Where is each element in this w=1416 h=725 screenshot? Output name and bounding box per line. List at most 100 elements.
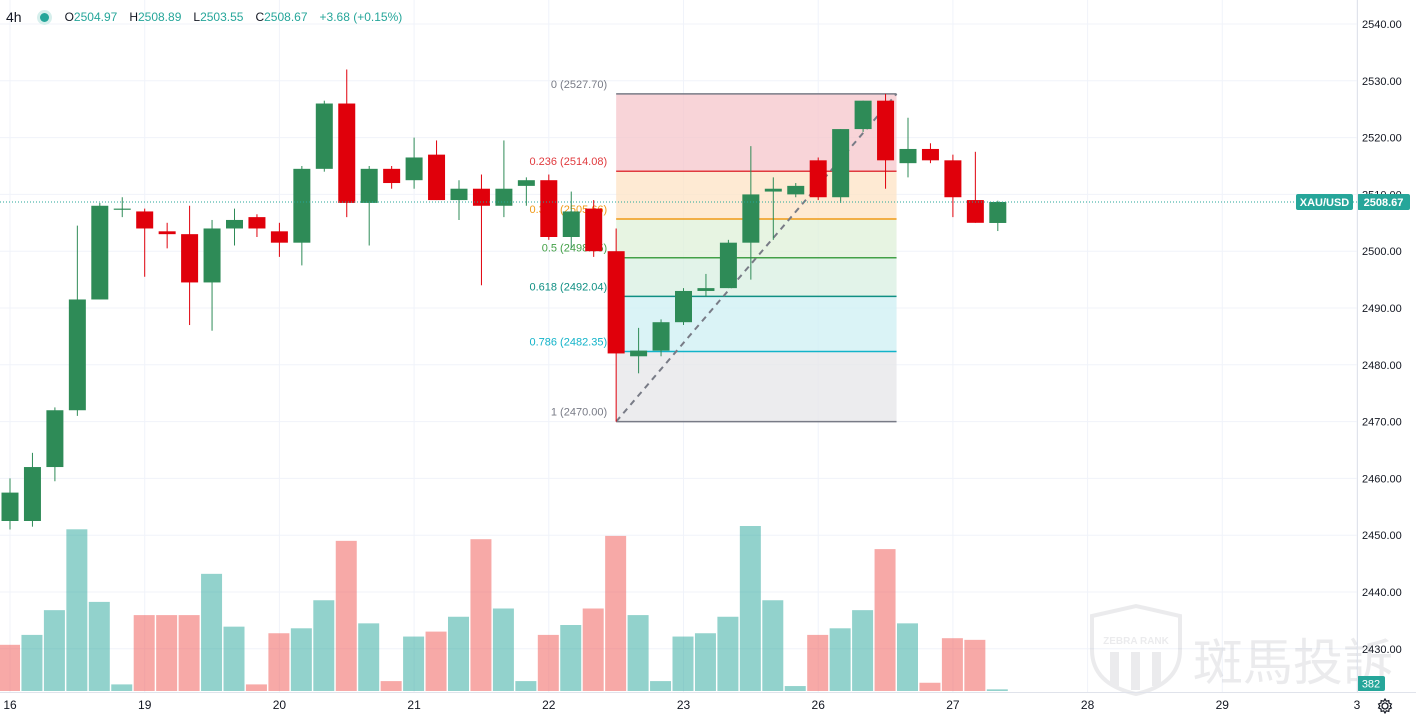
price-tick-label: 2540.00 [1362, 19, 1402, 31]
volume-bar [223, 626, 245, 691]
symbol-tag [1296, 193, 1353, 210]
candle-body [450, 188, 468, 201]
volume-bar [784, 686, 806, 691]
volume-bar [582, 608, 604, 691]
candle-body [315, 103, 333, 169]
volume-bar [268, 633, 290, 691]
candle-body [472, 188, 490, 206]
price-tick-label: 2480.00 [1362, 360, 1402, 372]
candle-body [91, 205, 109, 300]
time-tick-label: 3 [1354, 698, 1361, 712]
timeframe-label[interactable]: 4h [6, 9, 22, 25]
volume-bar [156, 615, 178, 691]
price-tick-label: 2520.00 [1362, 133, 1402, 145]
volume-bar [986, 689, 1008, 691]
candle-body [23, 467, 41, 521]
volume-bar [672, 636, 694, 691]
volume-bar [178, 615, 200, 691]
price-tick-label: 2500.00 [1362, 246, 1402, 258]
zebra-stripe [1152, 652, 1161, 686]
price-tag-label: 2508.67 [1364, 197, 1404, 209]
candle-body [675, 290, 692, 323]
volume-tag-label: 382 [1362, 679, 1380, 691]
volume-bar [492, 608, 514, 691]
watermark-logo-text: ZEBRA RANK [1103, 636, 1170, 647]
gear-icon[interactable] [1376, 697, 1394, 715]
candle-body [428, 154, 446, 201]
volume-bar [897, 623, 918, 691]
ohlc-legend: 4h O2504.97 H2508.89 L2503.55 C2508.67 +… [6, 9, 402, 25]
candle-body [562, 211, 580, 237]
open-value: O2504.97 [64, 10, 118, 24]
symbol-tag-label: XAU/USD [1300, 197, 1350, 209]
candle-body [832, 129, 850, 198]
price-axis: 2430.00 2440.00 2450.00 2460.00 2470.00 2480.… [1362, 19, 1402, 656]
volume-bar [694, 633, 716, 691]
candle-body [360, 168, 378, 203]
candle-body [607, 251, 625, 354]
candle-body [270, 231, 288, 243]
time-tick-label: 23 [677, 698, 691, 712]
price-tick-label: 2490.00 [1362, 303, 1402, 315]
candle-body [809, 160, 827, 198]
time-tick-label: 29 [1216, 698, 1230, 712]
low-value: L2503.55 [193, 10, 244, 24]
time-axis-separator [0, 692, 1416, 693]
volume-bar [650, 681, 672, 691]
fib-trend-line [615, 93, 898, 423]
candle-body [46, 410, 64, 468]
volume-bar [201, 573, 223, 691]
zebra-shield-logo [1090, 603, 1182, 697]
candle-body [854, 100, 872, 130]
fib-zone [616, 93, 897, 172]
candle-body [899, 148, 917, 164]
candle-body [113, 208, 131, 210]
price-tag [1357, 193, 1410, 210]
candle-body [742, 194, 760, 243]
price-tick-label: 2460.00 [1362, 473, 1402, 485]
volume-bar [874, 549, 896, 691]
volume-bar [0, 644, 20, 691]
candle-body [383, 168, 401, 184]
market-status-icon [39, 12, 49, 22]
time-tick-label: 26 [812, 698, 826, 712]
volume-bar [919, 682, 941, 691]
axis-tags: XAU/USD 2508.67 382 [0, 193, 1410, 691]
volume-bar [403, 636, 425, 691]
volume-bar [290, 628, 312, 691]
candle-body [338, 103, 356, 203]
volume-bar [762, 600, 784, 691]
candle-body [136, 211, 154, 229]
time-tick-label: 21 [407, 698, 421, 712]
volume-bar [627, 615, 649, 691]
price-axis-separator [1357, 0, 1358, 692]
volume-bar [537, 634, 559, 691]
price-tick-label: 2530.00 [1362, 76, 1402, 88]
candle-body [248, 217, 266, 229]
volume-bars [0, 526, 1008, 691]
fib-zone [616, 351, 897, 422]
fibonacci-retracement: 0 (2527.70)0.236 (2514.08)0.382 (2505.66… [529, 79, 898, 423]
candle-body [181, 234, 199, 283]
zebra-stripe [1110, 652, 1119, 686]
volume-bar [245, 684, 267, 691]
volume-bar [605, 535, 627, 691]
candle-body [517, 180, 535, 186]
candle-body [966, 200, 984, 223]
time-tick-label: 16 [3, 698, 17, 712]
close-value: C2508.67 [255, 10, 308, 24]
time-tick-label: 20 [273, 698, 287, 712]
volume-bar [448, 616, 469, 691]
candles [1, 69, 1007, 530]
change-value: +3.68 (+0.15%) [319, 10, 403, 24]
candle-body [405, 157, 423, 181]
candle-body [630, 350, 648, 357]
volume-bar [21, 634, 43, 691]
volume-bar [470, 539, 492, 691]
candle-body [495, 188, 513, 206]
volume-bar [43, 610, 65, 691]
volume-bar [852, 610, 874, 691]
volume-bar [111, 684, 133, 691]
